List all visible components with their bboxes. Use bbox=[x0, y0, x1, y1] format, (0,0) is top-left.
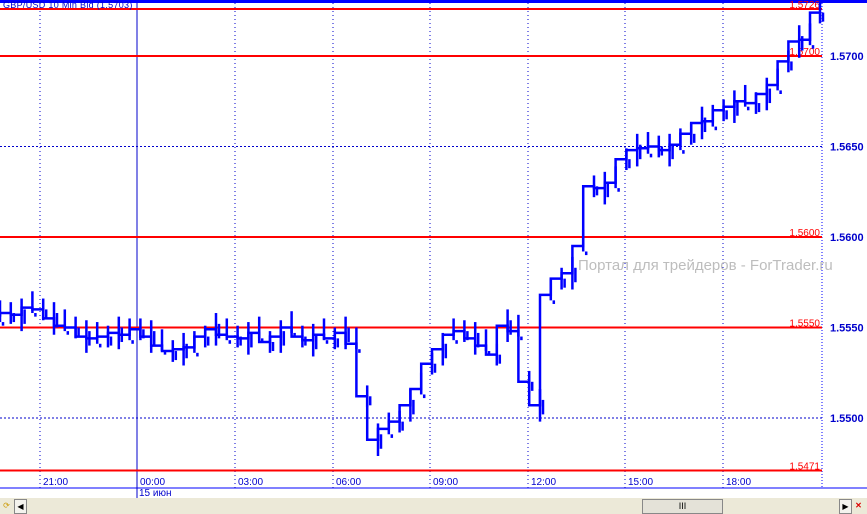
price-chart: 21:00 00:00 03:00 06:00 09:00 12:00 15:00 18:00… bbox=[0, 0, 867, 498]
date-label: 15 июн bbox=[139, 488, 172, 499]
top-border bbox=[0, 0, 867, 3]
chart-title: GBP/USD 10 Min Bid (1.5703) bbox=[3, 0, 133, 10]
refresh-icon[interactable]: ⟳ bbox=[3, 501, 10, 510]
x-tick-label: 18:00 bbox=[726, 477, 751, 488]
y-tick-label: 1.5700 bbox=[830, 51, 864, 63]
close-icon[interactable]: ✕ bbox=[855, 501, 862, 510]
x-tick-label: 06:00 bbox=[336, 477, 361, 488]
level-label: 1.5600 bbox=[789, 228, 820, 239]
arrow-right-icon[interactable]: ▶ bbox=[839, 499, 852, 514]
y-tick-label: 1.5600 bbox=[830, 232, 864, 244]
horizontal-scrollbar[interactable]: ⟳ ◀ III ▶ ✕ bbox=[0, 498, 867, 514]
x-tick-label: 09:00 bbox=[433, 477, 458, 488]
x-tick-label: 21:00 bbox=[43, 477, 68, 488]
level-label: 1.5726 bbox=[789, 0, 820, 11]
level-label: 1.5550 bbox=[789, 319, 820, 330]
watermark: Портал для трейдеров - ForTrader.ru bbox=[578, 257, 833, 274]
scroll-thumb[interactable]: III bbox=[642, 499, 723, 514]
level-label: 1.5700 bbox=[789, 47, 820, 58]
x-tick-label: 15:00 bbox=[628, 477, 653, 488]
price-line bbox=[0, 11, 820, 441]
x-tick-label: 00:00 bbox=[140, 477, 165, 488]
y-tick-label: 1.5650 bbox=[830, 142, 864, 154]
x-tick-label: 03:00 bbox=[238, 477, 263, 488]
level-label: 1.5471 bbox=[789, 461, 820, 472]
y-tick-label: 1.5500 bbox=[830, 413, 864, 425]
arrow-left-icon[interactable]: ◀ bbox=[14, 499, 27, 514]
x-tick-label: 12:00 bbox=[531, 477, 556, 488]
y-tick-label: 1.5550 bbox=[830, 323, 864, 335]
